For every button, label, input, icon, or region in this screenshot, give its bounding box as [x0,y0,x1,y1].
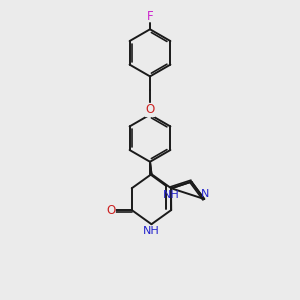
Text: N: N [201,189,209,199]
Text: F: F [147,10,153,23]
Text: NH: NH [163,190,180,200]
Text: NH: NH [143,226,160,236]
Text: O: O [146,103,154,116]
Text: O: O [106,204,115,217]
